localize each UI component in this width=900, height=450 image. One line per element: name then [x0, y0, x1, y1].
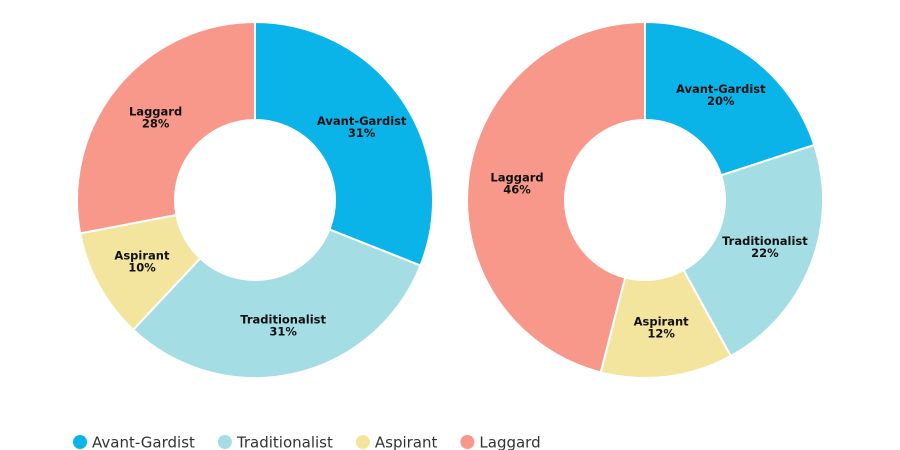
legend-label: Aspirant	[375, 434, 438, 450]
slice-value: 28%	[142, 116, 170, 130]
donut-slice	[254, 20, 434, 267]
slice-value: 31%	[269, 324, 297, 338]
slice-value: 46%	[503, 182, 531, 196]
slice-label: Traditionalist	[722, 234, 808, 248]
slice-value: 10%	[128, 261, 156, 275]
slice-label: Traditionalist	[240, 312, 326, 326]
legend-marker	[355, 435, 370, 449]
slice-label: Laggard	[490, 170, 543, 184]
donut-slice	[644, 20, 816, 177]
slice-label: Avant-Gardist	[676, 82, 766, 96]
legend-marker	[73, 435, 87, 449]
legend-marker	[217, 435, 232, 449]
legend-marker	[460, 435, 475, 449]
slice-value: 22%	[751, 246, 779, 260]
legend-label: Avant-Gardist	[92, 434, 195, 450]
slice-label: Aspirant	[634, 314, 690, 328]
slice-label: Laggard	[129, 104, 182, 118]
donut-slice	[682, 143, 824, 358]
legend-label: Laggard	[479, 434, 540, 450]
slice-value: 20%	[707, 94, 735, 108]
slice-value: 31%	[348, 126, 376, 140]
slice-label: Aspirant	[114, 249, 170, 263]
legend-label: Traditionalist	[236, 434, 333, 450]
donut-slice	[131, 228, 422, 379]
slice-value: 12%	[647, 326, 675, 340]
slice-label: Avant-Gardist	[317, 114, 407, 128]
donut-slice	[466, 20, 646, 374]
donut-slice	[76, 20, 256, 235]
